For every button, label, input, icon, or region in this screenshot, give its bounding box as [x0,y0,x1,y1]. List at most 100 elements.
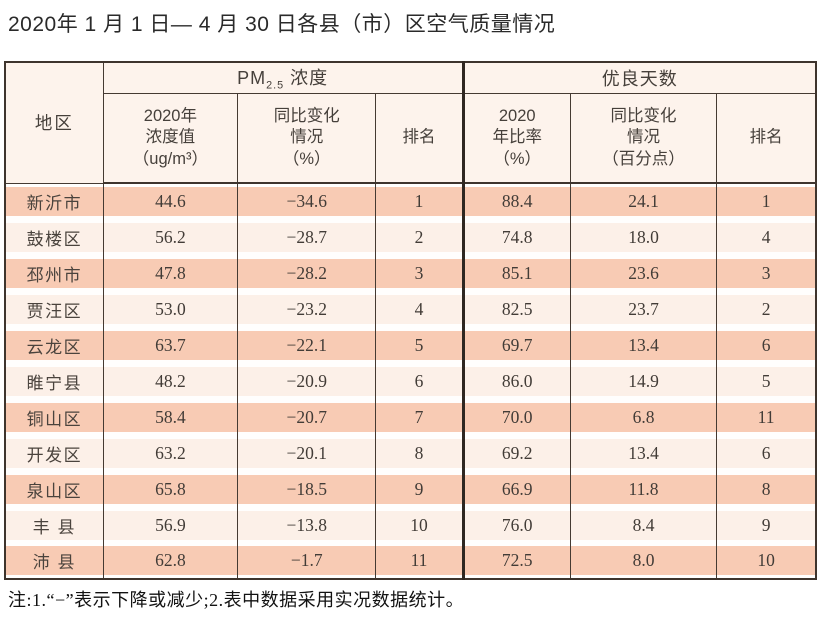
pm-change-cell: −20.9 [237,363,377,399]
pm-change-cell: −1.7 [237,543,377,579]
good-rate-cell: 72.5 [461,543,571,579]
pm-value-cell: 58.4 [102,399,239,435]
good-rank-cell: 11 [716,399,817,435]
pm-rank-cell: 11 [375,543,464,579]
table-row: 泉山区 65.8 −18.5 9 66.9 11.8 8 [4,471,817,507]
pm-change-cell: −20.1 [237,435,377,471]
pm-change-cell: −13.8 [237,507,377,543]
table-row: 铜山区 58.4 −20.7 7 70.0 6.8 11 [4,399,817,435]
pm-rank-cell: 9 [375,471,464,507]
good-change-cell: 24.1 [569,183,718,219]
pm-value-cell: 63.2 [102,435,239,471]
pm-rank-cell: 7 [375,399,464,435]
good-change-cell: 13.4 [569,327,718,363]
col-header-pm-rank: 排名 [375,93,464,184]
table-row: 邳州市 47.8 −28.2 3 85.1 23.6 3 [4,255,817,291]
col-header-good-change: 同比变化 情况 （百分点） [569,93,718,184]
region-cell: 鼓楼区 [4,219,104,255]
good-rate-cell: 88.4 [461,183,571,219]
good-rate-cell: 86.0 [461,363,571,399]
good-rank-cell: 8 [716,471,817,507]
table-body: 新沂市 44.6 −34.6 1 88.4 24.1 1 鼓楼区 56.2 −2… [4,183,817,579]
good-rank-cell: 10 [716,543,817,579]
pm-rank-cell: 4 [375,291,464,327]
footnote: 注:1.“−”表示下降或减少;2.表中数据采用实况数据统计。 [8,590,465,610]
pm-value-cell: 56.2 [102,219,239,255]
good-rate-cell: 69.7 [461,327,571,363]
good-rate-cell: 82.5 [461,291,571,327]
pm-change-cell: −28.7 [237,219,377,255]
good-change-cell: 14.9 [569,363,718,399]
region-cell: 新沂市 [4,183,104,219]
good-rank-cell: 2 [716,291,817,327]
region-cell: 铜山区 [4,399,104,435]
table-row: 云龙区 63.7 −22.1 5 69.7 13.4 6 [4,327,817,363]
pm-value-cell: 44.6 [102,183,239,219]
region-cell: 云龙区 [4,327,104,363]
pm-value-cell: 56.9 [102,507,239,543]
pm-value-cell: 63.7 [102,327,239,363]
region-cell: 开发区 [4,435,104,471]
good-change-cell: 23.7 [569,291,718,327]
region-cell: 贾汪区 [4,291,104,327]
col-header-pm-change: 同比变化 情况 （%） [237,93,377,184]
col-header-good-rate: 2020 年比率 （%） [461,93,571,184]
good-rank-cell: 4 [716,219,817,255]
good-rank-cell: 5 [716,363,817,399]
table-header: 地区 PM2.5 浓度 优良天数 2020年 浓度值 （ug/m³） 同比变化 … [4,62,817,184]
pm-value-cell: 47.8 [102,255,239,291]
good-change-cell: 6.8 [569,399,718,435]
col-header-good-rank: 排名 [716,93,817,184]
col-header-region: 地区 [4,62,104,184]
pm-rank-cell: 5 [375,327,464,363]
good-rank-cell: 3 [716,255,817,291]
table-row: 丰 县 56.9 −13.8 10 76.0 8.4 9 [4,507,817,543]
pm-change-cell: −18.5 [237,471,377,507]
pm-change-cell: −23.2 [237,291,377,327]
good-rank-cell: 9 [716,507,817,543]
col-group-pm25: PM2.5 浓度 [102,62,464,94]
table-row: 沛 县 62.8 −1.7 11 72.5 8.0 10 [4,543,817,579]
pm-change-cell: −20.7 [237,399,377,435]
col-header-pm-value: 2020年 浓度值 （ug/m³） [102,93,239,184]
pm-value-cell: 62.8 [102,543,239,579]
region-cell: 睢宁县 [4,363,104,399]
table-row: 新沂市 44.6 −34.6 1 88.4 24.1 1 [4,183,817,219]
pm-value-cell: 53.0 [102,291,239,327]
pm-rank-cell: 8 [375,435,464,471]
good-rate-cell: 74.8 [461,219,571,255]
good-rate-cell: 66.9 [461,471,571,507]
good-change-cell: 23.6 [569,255,718,291]
pm-rank-cell: 6 [375,363,464,399]
table-row: 睢宁县 48.2 −20.9 6 86.0 14.9 5 [4,363,817,399]
good-rate-cell: 76.0 [461,507,571,543]
good-change-cell: 8.4 [569,507,718,543]
region-cell: 沛 县 [4,543,104,579]
col-group-good-days: 优良天数 [461,62,817,94]
pm-rank-cell: 2 [375,219,464,255]
air-quality-table: 地区 PM2.5 浓度 优良天数 2020年 浓度值 （ug/m³） 同比变化 … [4,61,817,580]
pm-rank-cell: 3 [375,255,464,291]
good-rank-cell: 1 [716,183,817,219]
good-rate-cell: 70.0 [461,399,571,435]
pm-suffix: 浓度 [284,68,329,89]
pm-change-cell: −28.2 [237,255,377,291]
table-row: 开发区 63.2 −20.1 8 69.2 13.4 6 [4,435,817,471]
pm-change-cell: −34.6 [237,183,377,219]
good-rate-cell: 69.2 [461,435,571,471]
page-title: 2020年 1 月 1 日— 4 月 30 日各县（市）区空气质量情况 [8,13,556,36]
pm-value-cell: 48.2 [102,363,239,399]
pm-rank-cell: 1 [375,183,464,219]
good-change-cell: 13.4 [569,435,718,471]
region-cell: 丰 县 [4,507,104,543]
table-row: 鼓楼区 56.2 −28.7 2 74.8 18.0 4 [4,219,817,255]
sub-header-row: 2020年 浓度值 （ug/m³） 同比变化 情况 （%） 排名 2020 年比… [5,93,817,184]
pm-label: PM [237,68,267,89]
region-cell: 泉山区 [4,471,104,507]
pm-rank-cell: 10 [375,507,464,543]
table-row: 贾汪区 53.0 −23.2 4 82.5 23.7 2 [4,291,817,327]
good-change-cell: 11.8 [569,471,718,507]
good-change-cell: 8.0 [569,543,718,579]
good-rank-cell: 6 [716,327,817,363]
